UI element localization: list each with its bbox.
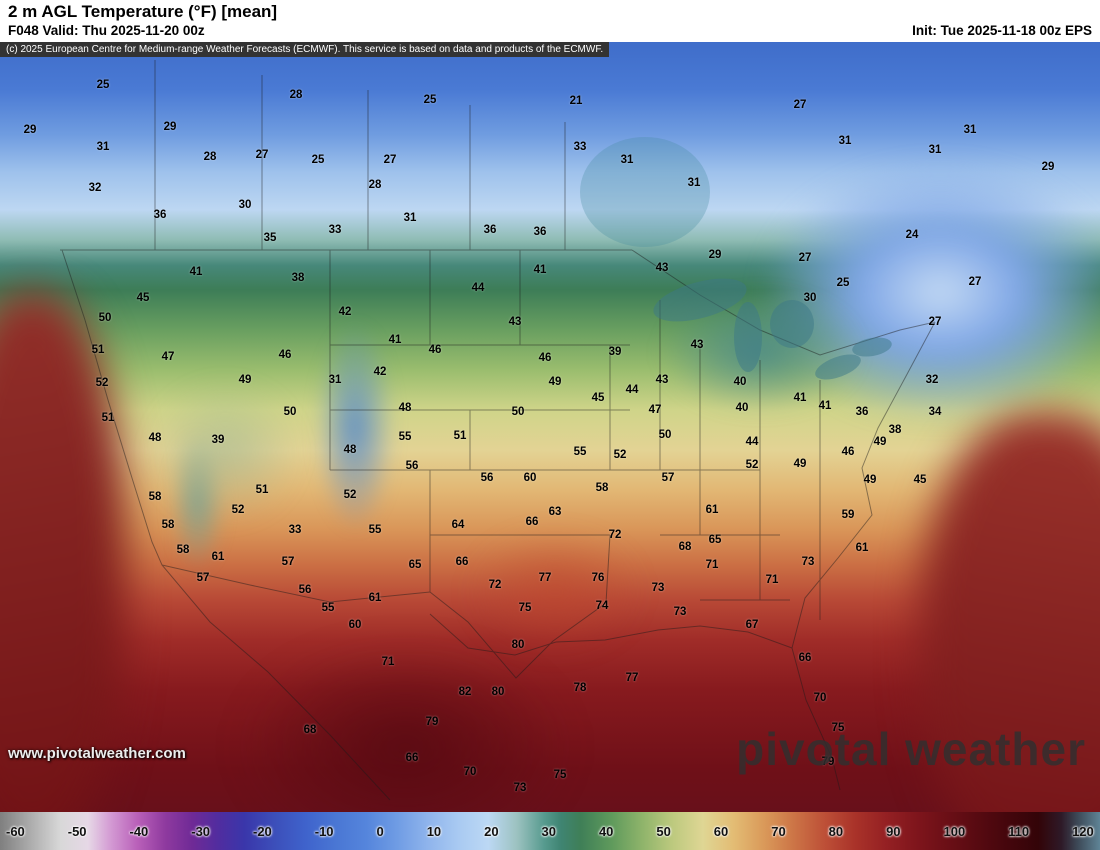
borders-overlay (60, 60, 936, 801)
colorbar-tick: 30 (541, 823, 556, 839)
colorbar-tick: 0 (376, 823, 384, 839)
watermark-brand: pivotal weather (736, 723, 1086, 775)
page-title: 2 m AGL Temperature (°F) [mean] (8, 2, 278, 21)
colorbar-tick: 40 (598, 823, 614, 839)
colorbar-tick: 10 (426, 823, 442, 839)
colorbar-tick: -40 (129, 823, 149, 839)
colorbar-tick: -50 (67, 823, 87, 839)
colorbar-ticks: -60 -50 -40 -30 -20 -10 0 10 20 30 40 50 60 70 80 90 100… (0, 812, 1100, 850)
colorbar-tick: 50 (656, 823, 671, 839)
colorbar-tick: 80 (828, 823, 844, 839)
colorbar-tick: 60 (713, 823, 729, 839)
colorbar-tick: -20 (253, 823, 272, 839)
colorbar: -60 -50 -40 -30 -20 -10 0 10 20 30 40 50 60 70 80 90 100… (0, 812, 1100, 850)
colorbar-tick: -30 (191, 823, 211, 839)
colorbar-tick: 70 (771, 823, 786, 839)
colorbar-tick: 90 (886, 823, 901, 839)
map-canvas[interactable]: (c) 2025 European Centre for Medium-rang… (0, 42, 1100, 812)
forecast-meta-row: F048 Valid: Thu 2025-11-20 00z Init: Tue… (0, 22, 1100, 42)
colorbar-gradient (0, 812, 1100, 850)
attribution-bar: (c) 2025 European Centre for Medium-rang… (0, 42, 610, 57)
colorbar-tick: -10 (314, 823, 334, 839)
colorbar-tick: 110 (1008, 823, 1030, 839)
valid-time: F048 Valid: Thu 2025-11-20 00z (8, 23, 205, 38)
colorbar-tick: 100 (943, 823, 966, 839)
init-time: Init: Tue 2025-11-18 00z EPS (912, 23, 1092, 38)
watermark-url: www.pivotalweather.com (8, 745, 186, 762)
colorbar-tick: 120 (1072, 823, 1094, 839)
colorbar-tick: 20 (484, 823, 499, 839)
colorbar-tick: -60 (6, 823, 25, 839)
